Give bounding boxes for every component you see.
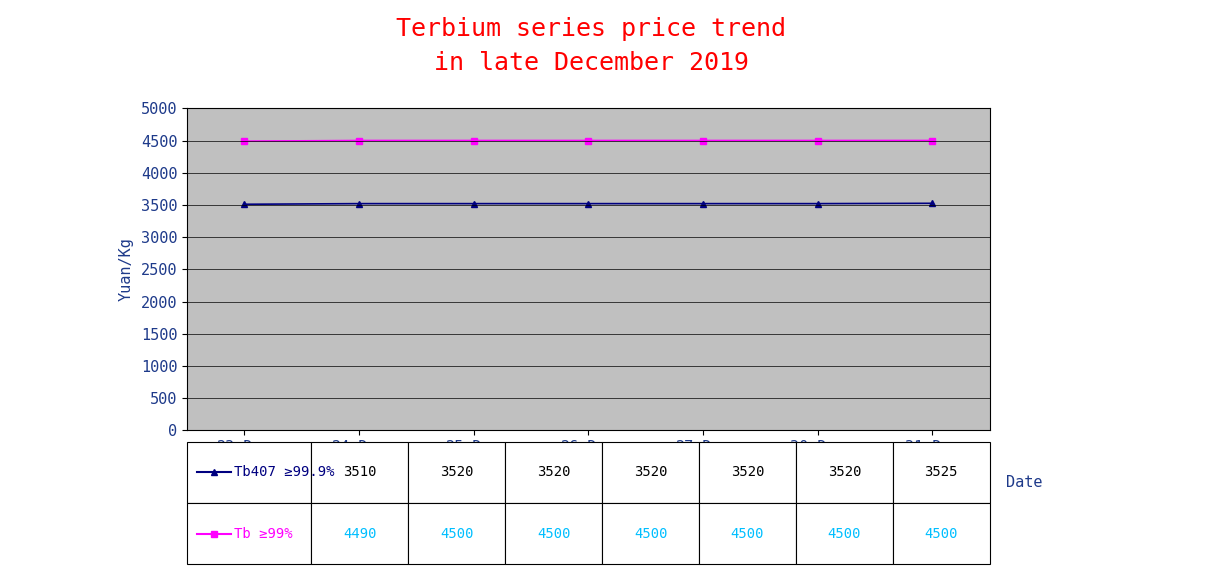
Text: Tb407 ≥99.9%: Tb407 ≥99.9% (234, 465, 334, 479)
Text: 3525: 3525 (925, 465, 958, 479)
Text: 4500: 4500 (537, 527, 571, 541)
Text: Tb ≥99%: Tb ≥99% (234, 527, 293, 541)
Text: 3520: 3520 (634, 465, 667, 479)
Y-axis label: Yuan/Kg: Yuan/Kg (119, 237, 134, 302)
Text: 4500: 4500 (634, 527, 667, 541)
Text: 4490: 4490 (343, 527, 377, 541)
Text: 3520: 3520 (537, 465, 571, 479)
Text: 4500: 4500 (828, 527, 861, 541)
Text: 4500: 4500 (730, 527, 764, 541)
Text: 4500: 4500 (925, 527, 958, 541)
Text: Date: Date (1005, 475, 1043, 490)
Text: 4500: 4500 (441, 527, 473, 541)
Text: 3520: 3520 (828, 465, 861, 479)
Text: 3510: 3510 (343, 465, 377, 479)
Text: Terbium series price trend
in late December 2019: Terbium series price trend in late Decem… (396, 17, 787, 75)
Text: 3520: 3520 (441, 465, 473, 479)
Text: 3520: 3520 (730, 465, 764, 479)
